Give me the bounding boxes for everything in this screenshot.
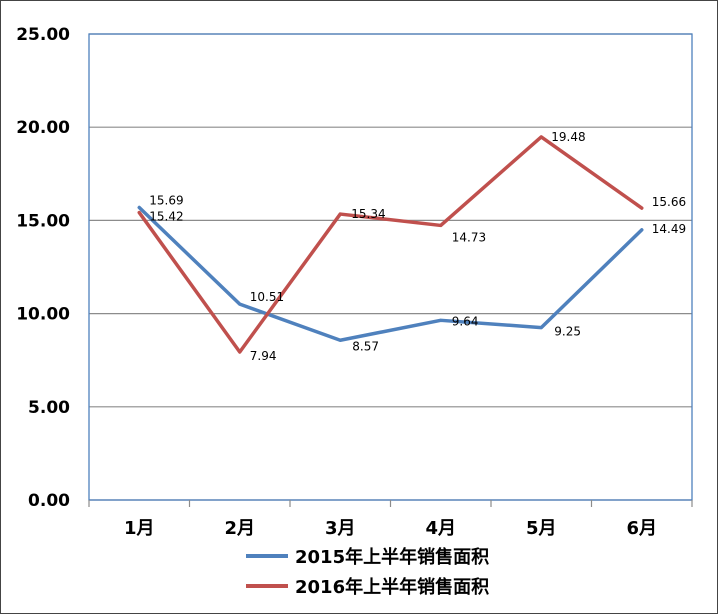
data-label: 14.73 bbox=[452, 230, 486, 244]
x-tick-label: 3月 bbox=[325, 518, 356, 539]
y-tick-label: 10.00 bbox=[16, 305, 70, 325]
data-label: 8.57 bbox=[352, 339, 379, 353]
x-tick-label: 1月 bbox=[124, 518, 155, 539]
legend-label-2: 2016年上半年销售面积 bbox=[295, 576, 489, 598]
y-tick-label: 5.00 bbox=[28, 398, 70, 418]
data-label: 19.48 bbox=[551, 130, 585, 144]
data-label: 9.64 bbox=[452, 314, 479, 328]
data-label: 10.51 bbox=[250, 290, 284, 304]
data-label: 7.94 bbox=[250, 349, 277, 363]
data-label: 14.49 bbox=[652, 222, 686, 236]
x-tick-label: 2月 bbox=[224, 518, 255, 539]
y-tick-label: 0.00 bbox=[28, 491, 70, 511]
x-tick-label: 5月 bbox=[526, 518, 557, 539]
legend-label-1: 2015年上半年销售面积 bbox=[295, 546, 489, 568]
series-line-2 bbox=[137, 135, 644, 354]
data-label: 15.34 bbox=[351, 207, 385, 221]
y-tick-label: 15.00 bbox=[16, 211, 70, 231]
series-line-1 bbox=[137, 205, 644, 343]
x-tick-label: 6月 bbox=[626, 518, 657, 539]
x-tick-label: 4月 bbox=[425, 518, 456, 539]
y-tick-label: 20.00 bbox=[16, 118, 70, 138]
data-label: 15.66 bbox=[652, 195, 686, 209]
data-label: 15.69 bbox=[149, 194, 183, 208]
y-tick-label: 25.00 bbox=[16, 25, 70, 45]
data-label: 15.42 bbox=[149, 210, 183, 224]
data-label: 9.25 bbox=[554, 325, 581, 339]
